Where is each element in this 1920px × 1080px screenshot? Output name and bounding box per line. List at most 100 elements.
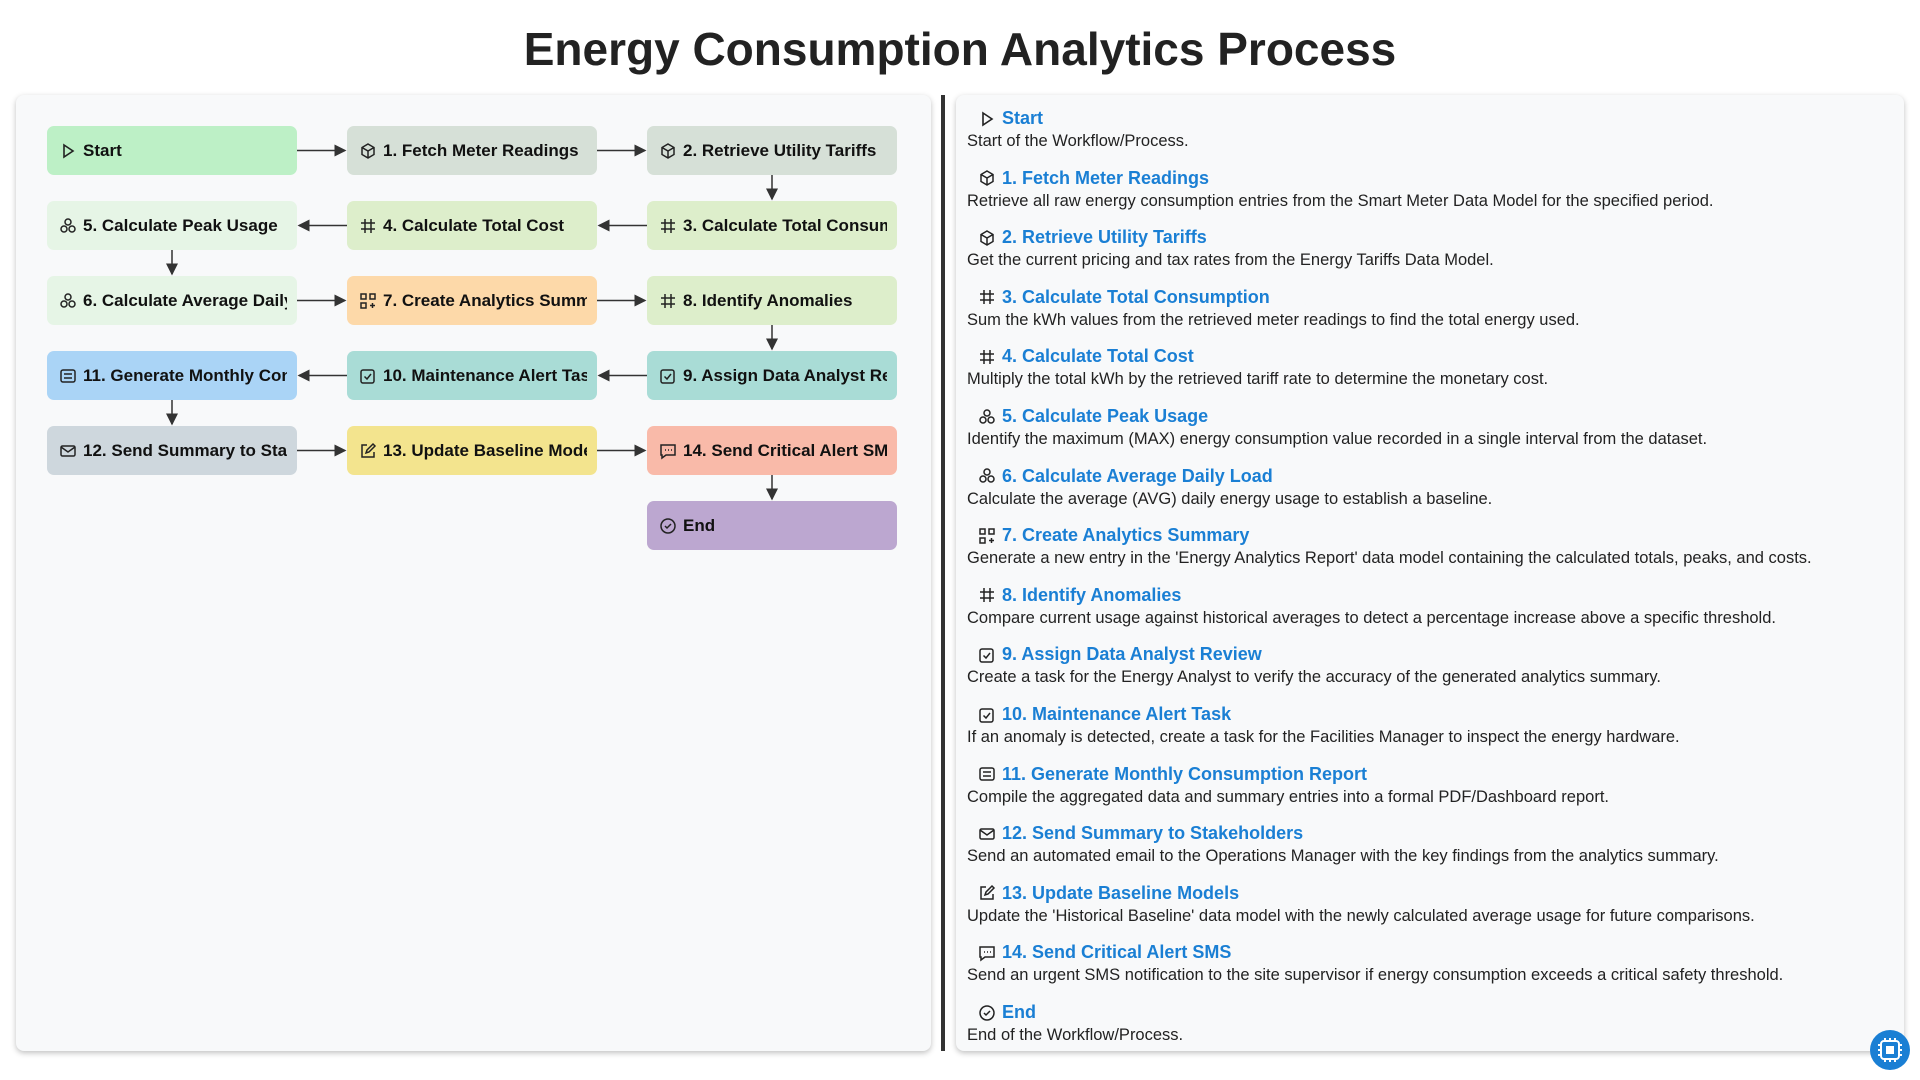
detail-title: 12. Send Summary to Stakeholders: [978, 823, 1719, 844]
detail-title: 10. Maintenance Alert Task: [978, 704, 1680, 725]
flow-node: 2. Retrieve Utility Tariffs: [647, 126, 897, 175]
node-label: 13. Update Baseline Models: [383, 440, 587, 460]
detail-title-text: 9. Assign Data Analyst Review: [1002, 644, 1262, 665]
flow-panel: [16, 95, 931, 1051]
page-title: Energy Consumption Analytics Process: [523, 23, 1397, 75]
node-label: 1. Fetch Meter Readings: [383, 140, 579, 160]
node-label: 2. Retrieve Utility Tariffs: [683, 140, 877, 160]
detail-description: Generate a new entry in the 'Energy Anal…: [967, 549, 1812, 568]
detail-title-text: 6. Calculate Average Daily Load: [1002, 465, 1273, 486]
detail-title: 7. Create Analytics Summary: [978, 525, 1812, 546]
detail-item: 5. Calculate Peak Usage Identify the maxi…: [967, 406, 1707, 449]
detail-title: 3. Calculate Total Consumption: [978, 287, 1580, 308]
flow-node: Start: [47, 126, 297, 175]
detail-item: 8. Identify Anomalies Compare current usa…: [967, 585, 1776, 628]
divider: [941, 95, 945, 1051]
detail-item: 12. Send Summary to Stakeholders Send an …: [967, 823, 1719, 866]
detail-item: 14. Send Critical Alert SMS Send an urgen…: [967, 942, 1783, 985]
detail-item: 13. Update Baseline Models Update the 'Hi…: [967, 883, 1755, 926]
detail-title: 13. Update Baseline Models: [978, 883, 1755, 904]
flow-node: 8. Identify Anomalies: [647, 276, 897, 325]
detail-title-text: End: [1002, 1002, 1036, 1022]
node-label: 14. Send Critical Alert SMS: [683, 440, 887, 460]
detail-description: Identify the maximum (MAX) energy consum…: [967, 430, 1708, 448]
assistant-button[interactable]: [1870, 1030, 1910, 1070]
detail-description: Update the 'Historical Baseline' data mo…: [967, 906, 1755, 925]
detail-description: Compile the aggregated data and summary …: [967, 787, 1609, 806]
detail-title: 14. Send Critical Alert SMS: [978, 942, 1783, 963]
detail-item: 9. Assign Data Analyst Review Create a ta…: [967, 644, 1661, 687]
detail-description: If an anomaly is detected, create a task…: [967, 728, 1680, 746]
node-label: 7. Create Analytics Summary: [383, 290, 587, 310]
detail-title: End: [978, 1002, 1183, 1023]
detail-title: 4. Calculate Total Cost: [978, 346, 1548, 367]
detail-item: 6. Calculate Average Daily Load Calculate…: [967, 466, 1492, 509]
detail-title-text: 2. Retrieve Utility Tariffs: [1002, 227, 1207, 248]
flow-node: 5. Calculate Peak Usage: [47, 201, 297, 250]
flow-node: 12. Send Summary to Stakeholders: [47, 426, 297, 475]
flow-node: 11. Generate Monthly Consumption Report: [47, 351, 297, 400]
flow-node: 4. Calculate Total Cost: [347, 201, 597, 250]
flow-node: 13. Update Baseline Models: [347, 426, 597, 475]
detail-item: Start Start of the Workflow/Process.: [967, 108, 1189, 151]
detail-title-text: 12. Send Summary to Stakeholders: [1002, 823, 1304, 844]
detail-title-text: 1. Fetch Meter Readings: [1002, 167, 1210, 188]
detail-description: Send an urgent SMS notification to the s…: [967, 966, 1784, 985]
detail-title-text: 4. Calculate Total Cost: [1002, 346, 1194, 367]
detail-description: Get the current pricing and tax rates fr…: [967, 251, 1494, 270]
flow-node: 6. Calculate Average Daily Load: [47, 276, 297, 325]
detail-description: Create a task for the Energy Analyst to …: [967, 668, 1661, 687]
detail-description: Retrieve all raw energy consumption entr…: [967, 191, 1714, 210]
detail-item: 10. Maintenance Alert Task If an anomaly …: [967, 704, 1680, 747]
detail-title: 5. Calculate Peak Usage: [978, 406, 1707, 427]
detail-title: 11. Generate Monthly Consumption Report: [978, 764, 1609, 785]
detail-title: 8. Identify Anomalies: [978, 585, 1776, 606]
detail-item: End End of the Workflow/Process.: [967, 1002, 1183, 1045]
flow-node: 14. Send Critical Alert SMS: [647, 426, 897, 475]
flow-node: 7. Create Analytics Summary: [347, 276, 597, 325]
detail-description: Sum the kWh values from the retrieved me…: [967, 310, 1580, 329]
detail-item: 7. Create Analytics Summary Generate a ne…: [967, 525, 1812, 568]
details-panel: Start Start of the Workflow/Process. 1. Fe…: [956, 95, 1904, 1051]
detail-title: Start: [978, 108, 1189, 129]
node-label: 4. Calculate Total Cost: [383, 215, 565, 235]
node-label: 8. Identify Anomalies: [683, 290, 853, 310]
detail-item: 1. Fetch Meter Readings Retrieve all raw …: [967, 168, 1714, 211]
node-label: 3. Calculate Total Consumption: [683, 215, 887, 235]
node-label: 5. Calculate Peak Usage: [83, 215, 278, 235]
detail-item: 11. Generate Monthly Consumption Report C…: [967, 764, 1609, 807]
detail-title-text: Start: [1002, 108, 1044, 128]
detail-title-text: 8. Identify Anomalies: [1002, 584, 1182, 605]
detail-title: 2. Retrieve Utility Tariffs: [978, 227, 1494, 248]
detail-item: 4. Calculate Total Cost Multiply the tota…: [967, 346, 1548, 389]
detail-title: 6. Calculate Average Daily Load: [978, 466, 1492, 487]
detail-title-text: 11. Generate Monthly Consumption Report: [1002, 763, 1368, 784]
detail-description: Start of the Workflow/Process.: [967, 132, 1189, 150]
node-label: Start: [83, 140, 122, 160]
detail-title-text: 3. Calculate Total Consumption: [1002, 286, 1270, 307]
detail-description: Send an automated email to the Operation…: [967, 847, 1719, 866]
flow-node: 10. Maintenance Alert Task: [347, 351, 597, 400]
detail-title-text: 10. Maintenance Alert Task: [1002, 704, 1232, 724]
detail-title-text: 14. Send Critical Alert SMS: [1002, 942, 1232, 963]
detail-title: 1. Fetch Meter Readings: [978, 168, 1714, 189]
detail-item: 2. Retrieve Utility Tariffs Get the curre…: [967, 227, 1494, 270]
detail-description: Calculate the average (AVG) daily energy…: [967, 489, 1493, 508]
detail-description: Multiply the total kWh by the retrieved …: [967, 370, 1549, 389]
node-label: End: [683, 515, 716, 535]
detail-title-text: 5. Calculate Peak Usage: [1002, 406, 1209, 426]
detail-item: 3. Calculate Total Consumption Sum the kW…: [967, 287, 1580, 330]
detail-title: 9. Assign Data Analyst Review: [978, 644, 1661, 665]
flow-node: End: [647, 501, 897, 550]
node-label: 6. Calculate Average Daily Load: [83, 290, 287, 310]
detail-title-text: 13. Update Baseline Models: [1002, 882, 1240, 903]
flow-node: 3. Calculate Total Consumption: [647, 201, 897, 250]
node-label: 9. Assign Data Analyst Review: [683, 365, 887, 385]
node-label: 11. Generate Monthly Consumption Report: [83, 365, 287, 385]
detail-description: End of the Workflow/Process.: [967, 1026, 1184, 1044]
detail-title-text: 7. Create Analytics Summary: [1002, 525, 1250, 546]
node-label: 10. Maintenance Alert Task: [383, 365, 587, 385]
detail-description: Compare current usage against historical…: [967, 608, 1776, 627]
node-label: 12. Send Summary to Stakeholders: [83, 440, 287, 460]
